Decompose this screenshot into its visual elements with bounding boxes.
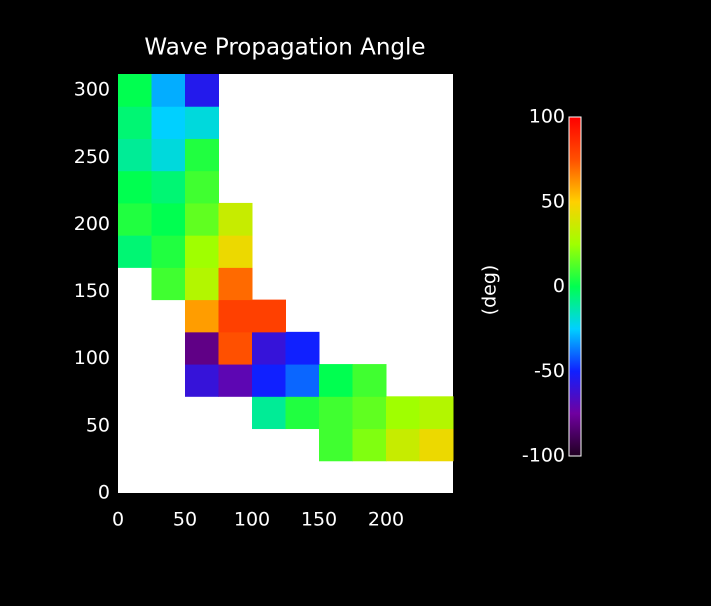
- heatmap-cell: [185, 170, 219, 204]
- y-tick-label: 100: [74, 347, 110, 369]
- y-tick-label: 250: [74, 146, 110, 168]
- heatmap-cell: [185, 331, 219, 365]
- heatmap-cell: [285, 396, 320, 430]
- heatmap-cell: [218, 364, 253, 397]
- heatmap-cell: [386, 396, 420, 430]
- heatmap-cell: [151, 170, 186, 204]
- heatmap-cell: [118, 106, 152, 139]
- heatmap-cell: [285, 331, 320, 365]
- heatmap-cell: [185, 74, 219, 107]
- y-tick-label: 0: [98, 482, 110, 504]
- heatmap-cell: [252, 299, 286, 333]
- heatmap-cell: [151, 106, 186, 139]
- x-tick-label: 50: [173, 509, 197, 531]
- heatmap-cell: [118, 202, 152, 236]
- colorbar-label: (deg): [479, 265, 501, 316]
- heatmap-cell: [319, 364, 353, 397]
- y-tick-label: 150: [74, 280, 110, 302]
- y-tick-label: 300: [74, 79, 110, 101]
- colorbar-tick-label: -100: [522, 445, 565, 467]
- heatmap-cell: [352, 364, 387, 397]
- y-tick-label: 200: [74, 213, 110, 235]
- heatmap-cell: [218, 202, 253, 236]
- heatmap-cell: [218, 235, 253, 268]
- colorbar-tick-label: 100: [529, 106, 565, 128]
- heatmap-cell: [252, 396, 286, 430]
- heatmap-cell: [352, 396, 387, 430]
- heatmap-cell: [151, 138, 186, 172]
- colorbar: [568, 116, 582, 457]
- x-tick-label: 150: [301, 509, 337, 531]
- colorbar-tick-label: -50: [534, 360, 565, 382]
- x-tick-label: 100: [234, 509, 270, 531]
- heatmap-cell: [118, 74, 152, 107]
- heatmap-cell: [252, 364, 286, 397]
- heatmap-cell: [319, 396, 353, 430]
- heatmap-cell: [319, 428, 353, 462]
- heatmap-cell: [185, 299, 219, 333]
- heatmap-cell: [185, 267, 219, 301]
- heatmap-cell: [151, 202, 186, 236]
- heatmap-cell: [185, 235, 219, 268]
- heatmap-cell: [185, 364, 219, 397]
- y-tick-label: 50: [86, 414, 110, 436]
- heatmap-cell: [185, 202, 219, 236]
- heatmap-cell: [218, 267, 253, 301]
- heatmap-cell: [252, 331, 286, 365]
- x-tick-label: 200: [368, 509, 404, 531]
- chart-title: Wave Propagation Angle: [144, 35, 425, 61]
- heatmap-cell: [419, 428, 454, 462]
- heatmap-cell: [118, 138, 152, 172]
- x-tick-label: 0: [112, 509, 124, 531]
- heatmap-cell: [185, 138, 219, 172]
- heatmap-cell: [386, 428, 420, 462]
- heatmap-cell: [419, 396, 454, 430]
- heatmap-cell: [118, 170, 152, 204]
- heatmap-cell: [285, 364, 320, 397]
- heatmap-cell: [218, 299, 253, 333]
- heatmap-cell: [151, 267, 186, 301]
- heatmap-cell: [118, 235, 152, 268]
- colorbar-tick-label: 50: [541, 190, 565, 212]
- heatmap-cell: [352, 428, 387, 462]
- heatmap-cell: [218, 331, 253, 365]
- colorbar-tick-label: 0: [553, 275, 565, 297]
- heatmap-cell: [151, 74, 186, 107]
- heatmap-cell: [151, 235, 186, 268]
- heatmap-cell: [185, 106, 219, 139]
